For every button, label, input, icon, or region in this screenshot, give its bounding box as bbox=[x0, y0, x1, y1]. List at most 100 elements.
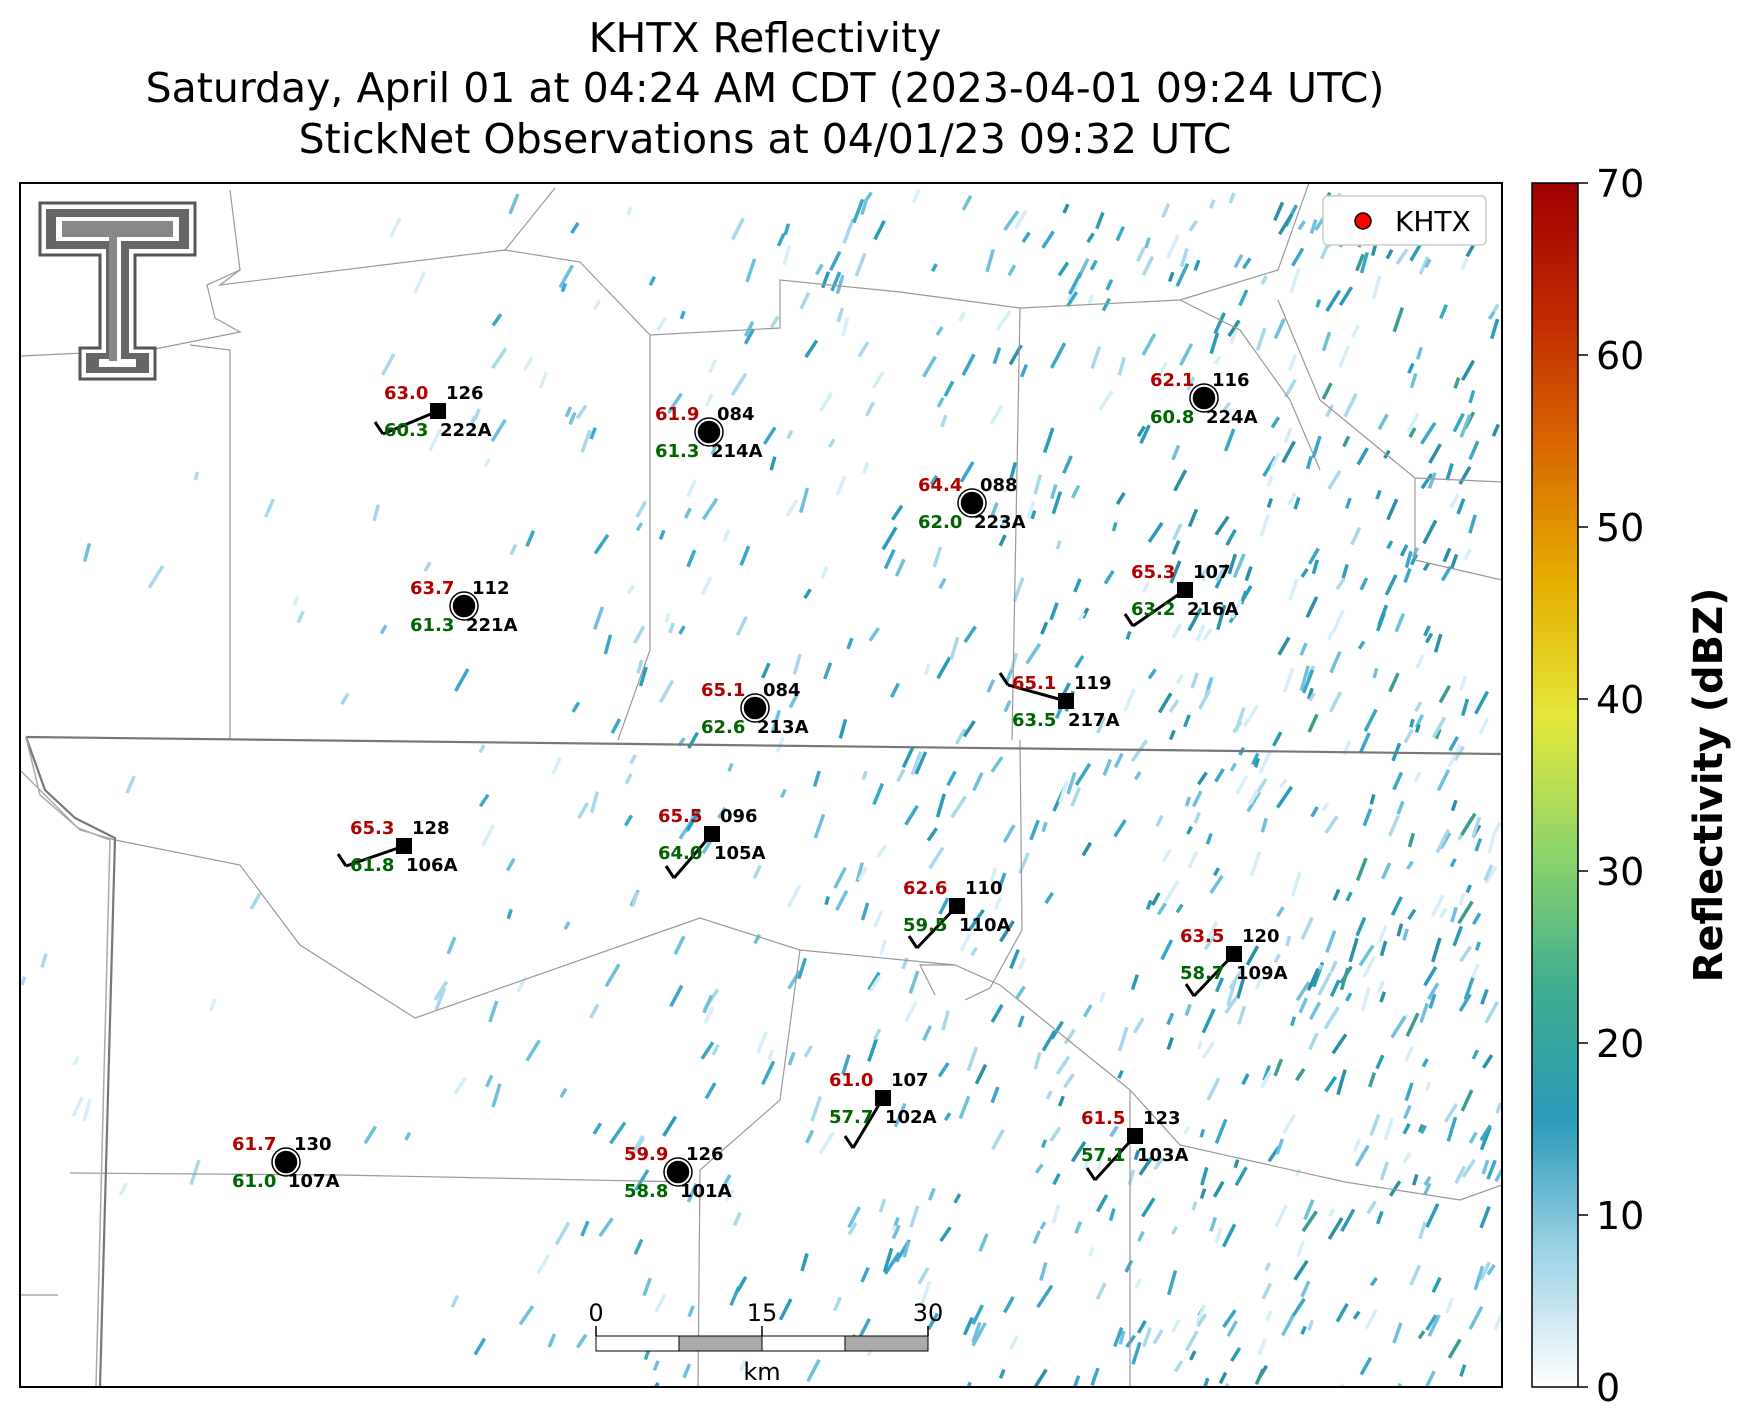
station-dewpoint: 61.8 bbox=[350, 855, 394, 876]
station-wind-dir: 128 bbox=[412, 818, 450, 839]
station-106A[interactable]: 65.3 128 61.8 106A bbox=[336, 818, 458, 876]
station-wind-dir: 130 bbox=[294, 1134, 332, 1155]
station-id: 214A bbox=[711, 441, 763, 462]
station-dewpoint: 59.5 bbox=[903, 915, 947, 936]
station-id: 224A bbox=[1206, 407, 1258, 428]
wind-barb-flag bbox=[336, 853, 348, 867]
station-id: 102A bbox=[885, 1107, 937, 1128]
station-224A[interactable]: 62.1 116 60.8 224A bbox=[1150, 370, 1258, 428]
calm-wind-ring bbox=[271, 1147, 301, 1177]
station-216A[interactable]: 65.3 107 63.2 216A bbox=[1123, 562, 1239, 628]
station-temp: 65.3 bbox=[1131, 562, 1175, 583]
station-wind-dir: 107 bbox=[1193, 562, 1231, 583]
station-temp: 62.1 bbox=[1150, 370, 1194, 391]
colorbar-tick-40: 40 bbox=[1596, 678, 1644, 722]
station-marker-square bbox=[704, 826, 720, 842]
station-107A[interactable]: 61.7 130 61.0 107A bbox=[232, 1134, 340, 1192]
scale-tick-15: 15 bbox=[747, 1299, 778, 1327]
station-105A[interactable]: 65.5 096 64.0 105A bbox=[658, 806, 766, 879]
station-id: 110A bbox=[959, 915, 1011, 936]
colorbar-tick-60: 60 bbox=[1596, 334, 1644, 378]
station-wind-dir: 107 bbox=[891, 1070, 929, 1091]
county-boundaries bbox=[20, 183, 1502, 1387]
station-213A[interactable]: 65.1 084 62.6 213A bbox=[701, 680, 809, 738]
station-id: 106A bbox=[406, 855, 458, 876]
colorbar-tick-0: 0 bbox=[1596, 1366, 1620, 1410]
station-id: 109A bbox=[1236, 963, 1288, 984]
scale-unit: km bbox=[743, 1358, 780, 1386]
station-temp: 61.0 bbox=[829, 1070, 873, 1091]
station-wind-dir: 112 bbox=[472, 578, 510, 599]
station-dewpoint: 58.7 bbox=[1180, 963, 1224, 984]
station-dewpoint: 63.5 bbox=[1012, 710, 1056, 731]
station-dewpoint: 61.0 bbox=[232, 1171, 276, 1192]
station-dewpoint: 61.3 bbox=[655, 441, 699, 462]
legend: KHTX bbox=[1322, 195, 1487, 246]
station-wind-dir: 084 bbox=[763, 680, 801, 701]
station-wind-dir: 116 bbox=[1212, 370, 1250, 391]
station-id: 103A bbox=[1137, 1145, 1189, 1166]
station-wind-dir: 120 bbox=[1242, 926, 1280, 947]
station-marker-circle bbox=[1191, 385, 1217, 411]
station-temp: 63.0 bbox=[384, 383, 428, 404]
wind-barb-flag bbox=[998, 672, 1010, 686]
station-id: 105A bbox=[714, 843, 766, 864]
station-223A[interactable]: 64.4 088 62.0 223A bbox=[918, 475, 1026, 533]
station-dewpoint: 57.1 bbox=[1081, 1145, 1125, 1166]
station-temp: 63.5 bbox=[1180, 926, 1224, 947]
station-101A[interactable]: 59.9 126 58.8 101A bbox=[624, 1144, 732, 1202]
station-109A[interactable]: 63.5 120 58.7 109A bbox=[1180, 926, 1288, 998]
colorbar-tick-50: 50 bbox=[1596, 506, 1644, 550]
station-dewpoint: 64.0 bbox=[658, 843, 702, 864]
texas-tech-logo bbox=[38, 201, 197, 381]
wind-barb bbox=[1007, 683, 1067, 703]
station-dewpoint: 61.3 bbox=[410, 615, 454, 636]
station-dewpoint: 63.2 bbox=[1131, 599, 1175, 620]
wind-barb-flag bbox=[373, 421, 385, 435]
map-area[interactable]: 63.0 126 60.3 222A 61.9 084 61.3 214A 62.1 116 60.… bbox=[20, 180, 1504, 1402]
station-110A[interactable]: 62.6 110 59.5 110A bbox=[903, 878, 1011, 950]
station-id: 216A bbox=[1187, 599, 1239, 620]
station-102A[interactable]: 61.0 107 57.7 102A bbox=[829, 1070, 937, 1149]
station-dewpoint: 58.8 bbox=[624, 1181, 668, 1202]
wind-barb bbox=[851, 1097, 885, 1149]
calm-wind-ring bbox=[957, 488, 987, 518]
station-marker-square bbox=[875, 1090, 891, 1106]
station-marker-square bbox=[1226, 946, 1242, 962]
legend-label: KHTX bbox=[1395, 205, 1471, 238]
colorbar-gradient bbox=[1531, 182, 1579, 1388]
station-id: 107A bbox=[288, 1171, 340, 1192]
station-221A[interactable]: 63.7 112 61.3 221A bbox=[410, 578, 518, 636]
colorbar-tick-20: 20 bbox=[1596, 1022, 1644, 1066]
station-wind-dir: 126 bbox=[686, 1144, 724, 1165]
station-id: 222A bbox=[440, 420, 492, 441]
station-marker-square bbox=[430, 403, 446, 419]
station-id: 217A bbox=[1068, 710, 1120, 731]
colorbar-tick-10: 10 bbox=[1596, 1194, 1644, 1238]
station-temp: 61.9 bbox=[655, 404, 699, 425]
scale-tick-0: 0 bbox=[588, 1299, 603, 1327]
station-marker-square bbox=[396, 838, 412, 854]
station-marker-square bbox=[949, 898, 965, 914]
station-marker-circle bbox=[959, 490, 985, 516]
station-wind-dir: 123 bbox=[1143, 1108, 1181, 1129]
station-id: 223A bbox=[974, 512, 1026, 533]
station-temp: 64.4 bbox=[918, 475, 962, 496]
station-temp: 65.1 bbox=[1012, 673, 1056, 694]
station-id: 221A bbox=[466, 615, 518, 636]
station-id: 101A bbox=[680, 1181, 732, 1202]
station-temp: 63.7 bbox=[410, 578, 454, 599]
station-222A[interactable]: 63.0 126 60.3 222A bbox=[373, 383, 492, 441]
station-wind-dir: 096 bbox=[720, 806, 758, 827]
station-marker-square bbox=[1058, 693, 1074, 709]
station-marker-circle bbox=[665, 1159, 691, 1185]
wind-barb-flag bbox=[1184, 983, 1196, 997]
station-103A[interactable]: 61.5 123 57.1 103A bbox=[1081, 1108, 1189, 1182]
station-wind-dir: 088 bbox=[980, 475, 1018, 496]
station-214A[interactable]: 61.9 084 61.3 214A bbox=[655, 404, 763, 462]
scale-bar: 0 15 30 km bbox=[588, 1299, 943, 1386]
sticknet-stations: 63.0 126 60.3 222A 61.9 084 61.3 214A 62.1 116 60.… bbox=[232, 370, 1288, 1202]
station-217A[interactable]: 65.1 119 63.5 217A bbox=[998, 672, 1120, 731]
state-boundary bbox=[24, 735, 1502, 1387]
